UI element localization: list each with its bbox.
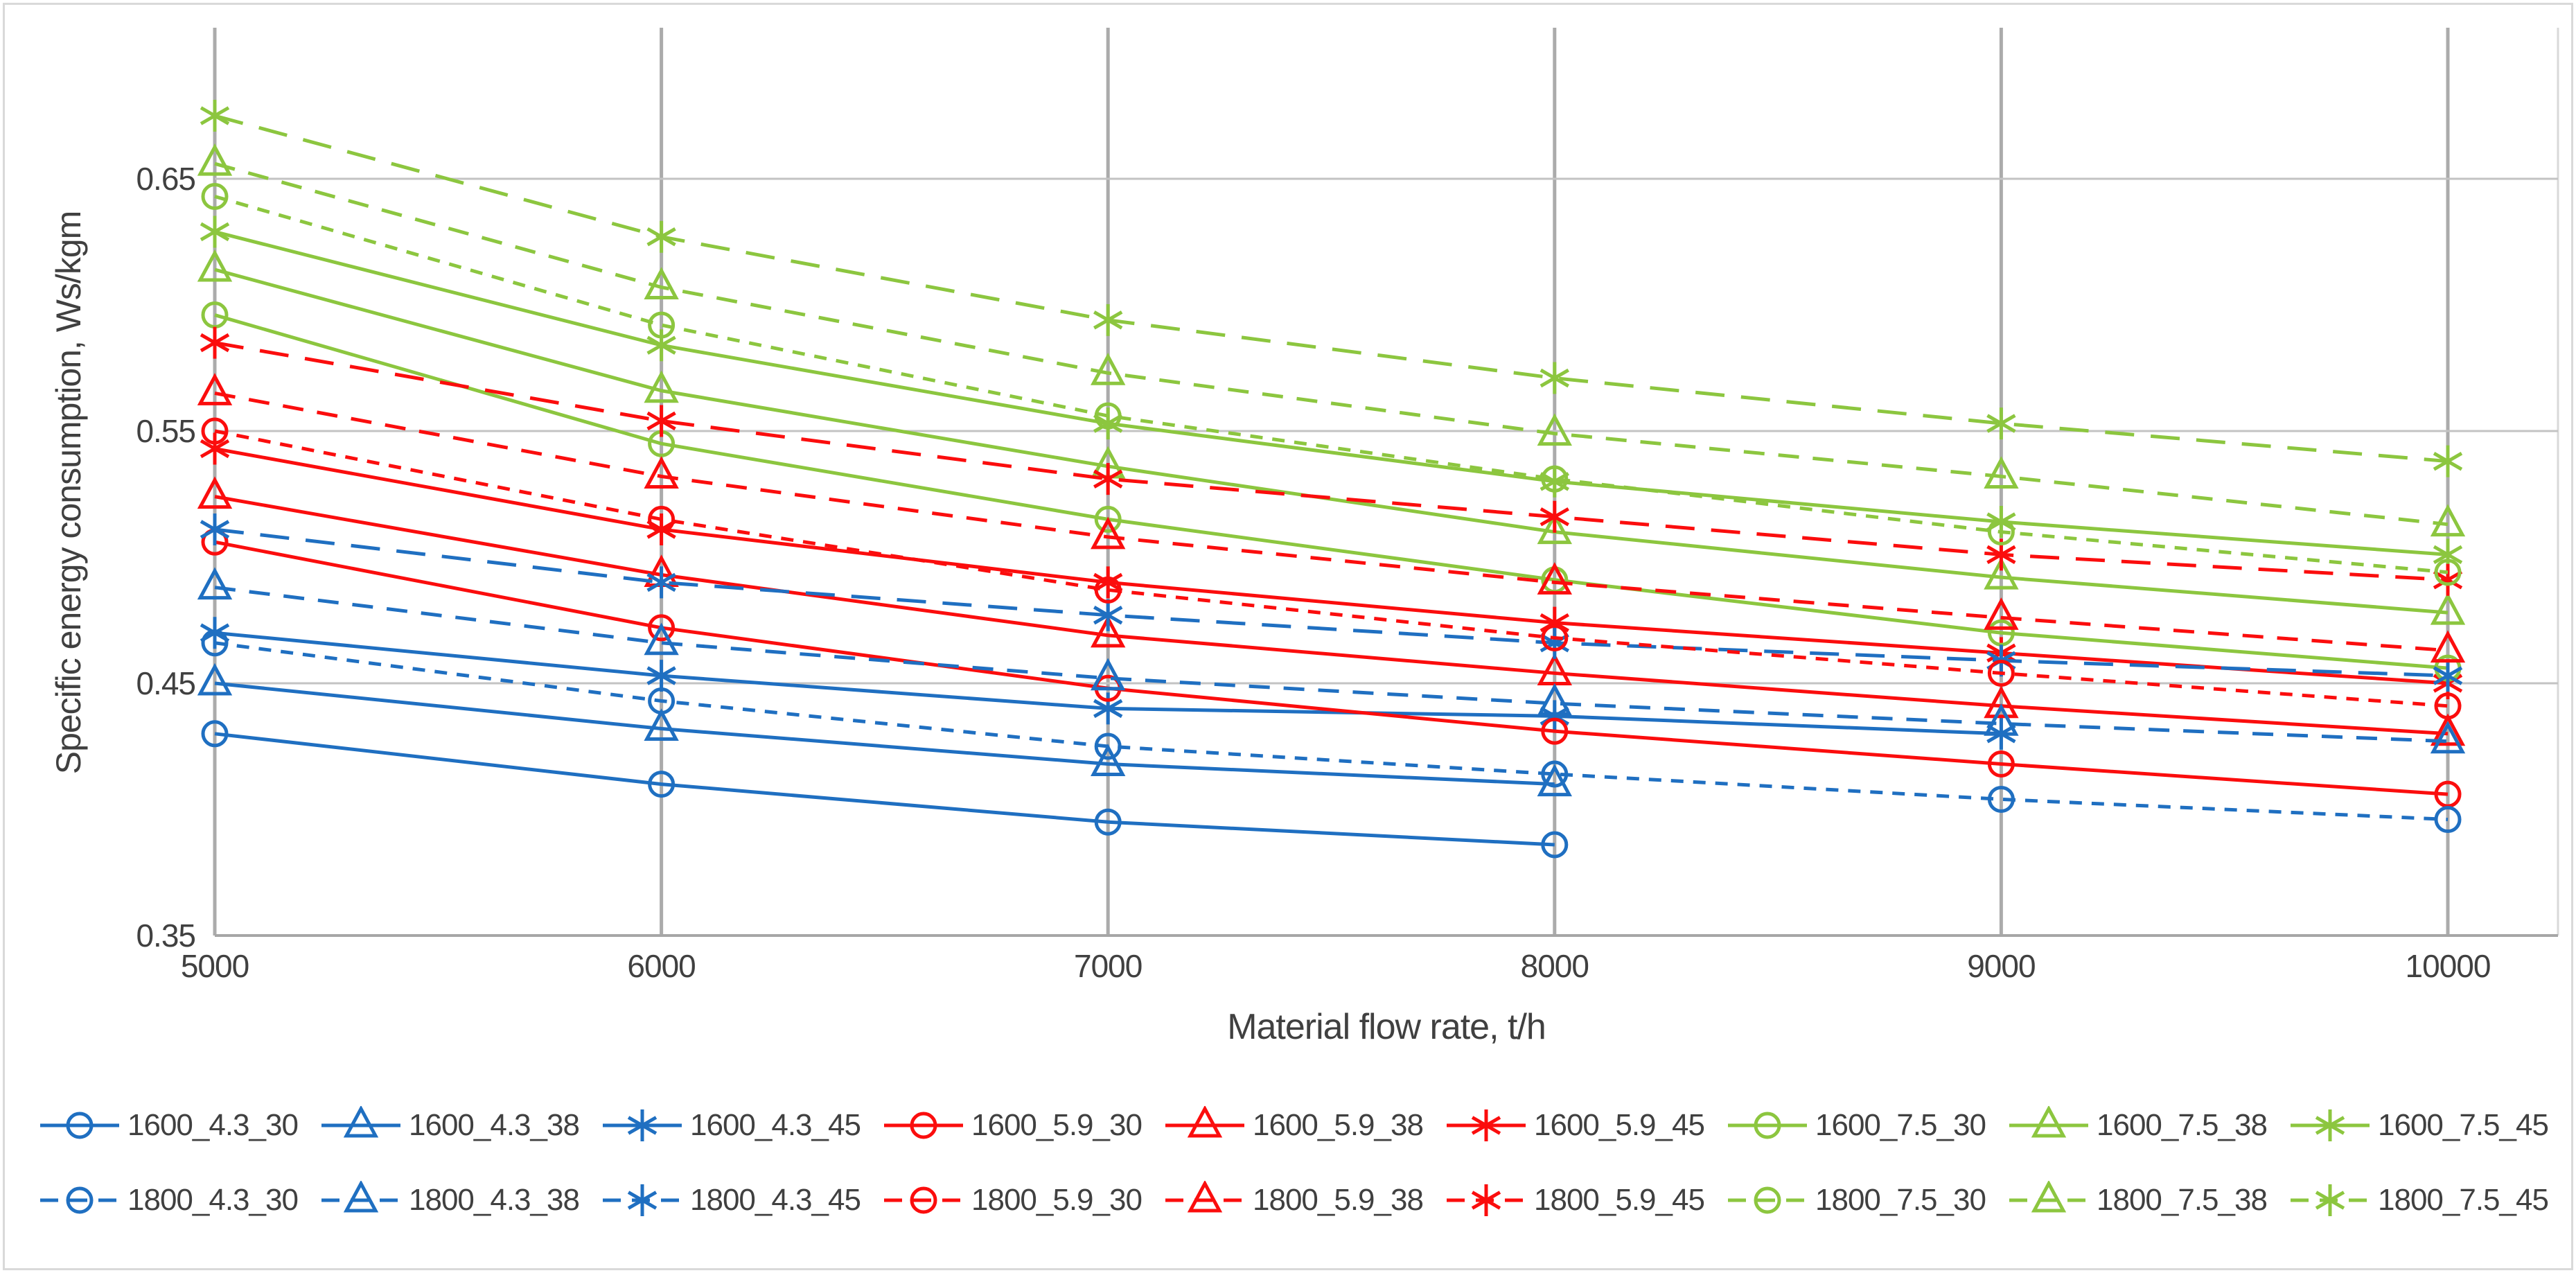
legend-label: 1600_5.9_30	[971, 1108, 1143, 1142]
legend-label: 1600_5.9_45	[1534, 1108, 1705, 1142]
legend-item-1800_7.5_38: 1800_7.5_38	[2008, 1181, 2268, 1220]
x-tick-label: 6000	[627, 948, 696, 984]
x-axis-title: Material flow rate, t/h	[1227, 1007, 1546, 1047]
y-tick-label: 0.55	[136, 413, 196, 449]
legend-row-1600: 1600_4.3_30 1600_4.3_38 1600_4.3_45 1600_5.…	[39, 1106, 2549, 1145]
x-tick-label: 10000	[2405, 948, 2491, 984]
asterisk-marker-icon	[603, 1184, 682, 1216]
triangle-marker-icon	[2009, 1181, 2088, 1213]
triangle-marker-icon	[2009, 1106, 2088, 1138]
series-1800_4.3_45	[200, 513, 2463, 692]
series-1600_5.9_30	[201, 528, 2462, 808]
circle-marker-icon	[884, 1112, 963, 1139]
series-1600_5.9_38	[197, 476, 2466, 746]
legend-label: 1800_5.9_30	[971, 1183, 1143, 1217]
legend-item-1800_4.3_38: 1800_4.3_38	[320, 1181, 580, 1220]
legend-item-1600_5.9_30: 1600_5.9_30	[883, 1106, 1143, 1145]
triangle-marker-icon	[1165, 1106, 1244, 1138]
y-tick-label: 0.35	[136, 918, 196, 954]
series-1800_5.9_45	[200, 326, 2463, 596]
legend-label: 1600_7.5_30	[1815, 1108, 1986, 1142]
series-1800_7.5_38	[197, 143, 2466, 537]
legend-label: 1600_4.3_45	[690, 1108, 861, 1142]
series-1600_5.9_45	[200, 432, 2463, 699]
x-tick-label: 5000	[180, 948, 249, 984]
legend-label: 1800_4.3_45	[690, 1183, 861, 1217]
x-tick-label: 7000	[1074, 948, 1143, 984]
legend-item-1800_4.3_30: 1800_4.3_30	[39, 1181, 299, 1220]
legend-label: 1600_7.5_38	[2097, 1108, 2268, 1142]
series-1800_4.3_30	[201, 629, 2462, 834]
asterisk-marker-icon	[2291, 1184, 2370, 1216]
asterisk-marker-icon	[2291, 1109, 2370, 1141]
series-1800_7.5_30	[201, 182, 2462, 586]
legend-label: 1600_7.5_45	[2378, 1108, 2549, 1142]
series-1800_5.9_38	[197, 373, 2466, 663]
series-1600_4.3_38	[197, 662, 1572, 797]
series-1600_7.5_38	[197, 249, 2466, 625]
series-1600_7.5_30	[201, 301, 2462, 682]
legend-label: 1600_5.9_38	[1253, 1108, 1424, 1142]
asterisk-marker-icon	[1447, 1109, 1526, 1141]
circle-marker-icon	[1728, 1112, 1807, 1139]
legend-label: 1800_7.5_30	[1815, 1183, 1986, 1217]
legend-item-1600_4.3_30: 1600_4.3_30	[39, 1106, 299, 1145]
legend-item-1600_4.3_38: 1600_4.3_38	[320, 1106, 580, 1145]
series-1600_7.5_45	[200, 216, 2463, 571]
legend-label: 1800_5.9_38	[1253, 1183, 1424, 1217]
legend-label: 1800_4.3_38	[409, 1183, 580, 1217]
circle-marker-icon	[884, 1186, 963, 1214]
legend-row-1800: 1800_4.3_30 1800_4.3_38 1800_4.3_45 1800_5.…	[39, 1181, 2549, 1220]
legend-label: 1600_4.3_38	[409, 1108, 580, 1142]
legend-item-1600_4.3_45: 1600_4.3_45	[601, 1106, 861, 1145]
series-1800_4.3_38	[197, 567, 2466, 754]
circle-marker-icon	[40, 1112, 119, 1139]
legend-label: 1800_5.9_45	[1534, 1183, 1705, 1217]
legend-label: 1800_7.5_45	[2378, 1183, 2549, 1217]
series-1800_5.9_30	[201, 417, 2462, 720]
figure-border	[3, 3, 2573, 1270]
legend-item-1600_5.9_38: 1600_5.9_38	[1164, 1106, 1424, 1145]
asterisk-marker-icon	[603, 1109, 682, 1141]
legend-item-1600_7.5_30: 1600_7.5_30	[1727, 1106, 1986, 1145]
legend-item-1800_7.5_45: 1800_7.5_45	[2289, 1181, 2549, 1220]
y-tick-label: 0.45	[136, 665, 196, 701]
x-tick-label: 9000	[1967, 948, 2036, 984]
legend-item-1600_5.9_45: 1600_5.9_45	[1445, 1106, 1705, 1145]
y-tick-label: 0.65	[136, 161, 196, 197]
legend-label: 1800_7.5_38	[2097, 1183, 2268, 1217]
asterisk-marker-icon	[1447, 1184, 1526, 1216]
triangle-marker-icon	[1165, 1181, 1244, 1213]
circle-marker-icon	[40, 1186, 119, 1214]
legend-label: 1800_4.3_30	[127, 1183, 299, 1217]
legend-item-1800_4.3_45: 1800_4.3_45	[601, 1181, 861, 1220]
chart-plot-area	[197, 28, 2559, 937]
legend-item-1600_7.5_38: 1600_7.5_38	[2008, 1106, 2268, 1145]
legend-item-1800_5.9_45: 1800_5.9_45	[1445, 1181, 1705, 1220]
legend-item-1800_5.9_38: 1800_5.9_38	[1164, 1181, 1424, 1220]
legend-item-1800_7.5_30: 1800_7.5_30	[1727, 1181, 1986, 1220]
series-1800_7.5_45	[200, 100, 2463, 477]
chart-legend: 1600_4.3_30 1600_4.3_38 1600_4.3_45 1600_5.…	[39, 1106, 2549, 1220]
legend-item-1600_7.5_45: 1600_7.5_45	[2289, 1106, 2549, 1145]
triangle-marker-icon	[321, 1106, 400, 1138]
y-axis-title: Specific energy consumption, Ws/kgm	[49, 211, 88, 775]
circle-marker-icon	[1728, 1186, 1807, 1214]
legend-item-1800_5.9_30: 1800_5.9_30	[883, 1181, 1143, 1220]
legend-label: 1600_4.3_30	[127, 1108, 299, 1142]
series-1600_4.3_30	[201, 720, 1569, 859]
triangle-marker-icon	[321, 1181, 400, 1213]
x-tick-label: 8000	[1520, 948, 1589, 984]
